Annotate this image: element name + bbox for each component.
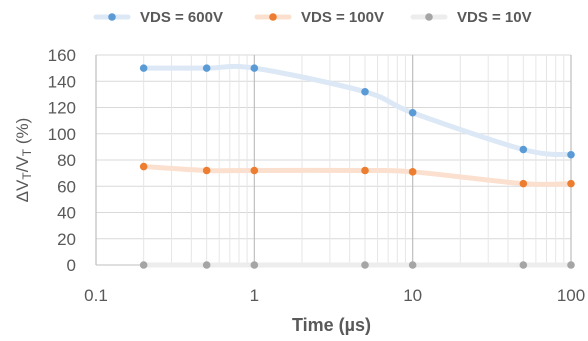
legend: VDS = 600V VDS = 100V VDS = 10V: [93, 9, 532, 26]
series-points: [139, 64, 575, 269]
data-point: [519, 261, 528, 269]
y-tick-label: 80: [57, 151, 76, 170]
data-point: [139, 162, 148, 171]
y-axis-title-part: ΔV: [13, 179, 32, 202]
data-point: [519, 179, 528, 188]
y-tick-label: 140: [48, 72, 76, 91]
data-point: [567, 179, 575, 188]
data-point: [202, 261, 211, 269]
legend-swatch-marker: [269, 13, 277, 21]
y-axis-title-part: T: [20, 172, 34, 180]
legend-swatch-marker: [108, 13, 116, 21]
data-point: [361, 87, 369, 96]
data-point: [250, 166, 259, 175]
y-axis-title-part: T: [20, 148, 34, 156]
legend-label: VDS = 100V: [301, 9, 384, 26]
grid: [95, 54, 572, 266]
data-point: [250, 261, 259, 269]
data-point: [408, 168, 417, 176]
data-point: [139, 64, 148, 72]
data-point: [408, 108, 417, 117]
y-tick-label: 60: [57, 177, 76, 196]
data-point: [250, 64, 259, 72]
data-point: [361, 166, 369, 175]
data-point: [519, 145, 528, 154]
legend-label: VDS = 600V: [140, 9, 223, 26]
x-tick-label: 1: [250, 286, 259, 305]
y-axis-title: ΔVT/VT (%): [13, 118, 34, 203]
y-tick-label: 160: [48, 46, 76, 65]
y-tick-label: 120: [48, 99, 76, 118]
data-point: [567, 150, 575, 159]
legend-label: VDS = 10V: [457, 9, 532, 26]
data-point: [139, 261, 148, 269]
y-axis-title-part: /V: [13, 156, 32, 173]
series-lines: [141, 63, 574, 268]
y-axis-title-part: (%): [13, 118, 32, 149]
series-line-0: [141, 63, 574, 158]
data-point: [361, 261, 369, 269]
data-point: [202, 64, 211, 72]
x-tick-label: 0.1: [84, 286, 108, 305]
y-tick-label: 0: [67, 256, 76, 275]
data-point: [567, 261, 575, 269]
x-tick-label: 100: [557, 286, 585, 305]
x-axis-title: Time (µs): [292, 315, 371, 335]
legend-swatch-marker: [425, 13, 433, 21]
y-tick-label: 100: [48, 125, 76, 144]
data-point: [408, 261, 417, 269]
y-tick-label: 20: [57, 230, 76, 249]
x-tick-label: 10: [403, 286, 422, 305]
y-tick-label: 40: [57, 204, 76, 223]
data-point: [202, 166, 211, 175]
